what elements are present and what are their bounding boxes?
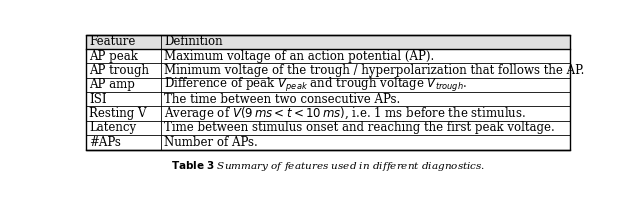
Text: $\bf{Table\ 3}$ Summary of features used in different diagnostics.: $\bf{Table\ 3}$ Summary of features used… xyxy=(171,159,485,173)
Text: Latency: Latency xyxy=(90,121,136,135)
Text: Resting V: Resting V xyxy=(90,107,147,120)
Text: #APs: #APs xyxy=(90,136,122,149)
Text: ISI: ISI xyxy=(90,93,107,106)
Text: Definition: Definition xyxy=(164,35,223,48)
Text: Maximum voltage of an action potential (AP).: Maximum voltage of an action potential (… xyxy=(164,50,435,63)
Text: Minimum voltage of the trough / hyperpolarization that follows the AP.: Minimum voltage of the trough / hyperpol… xyxy=(164,64,585,77)
Text: Difference of peak $V_{peak}$ and trough voltage $V_{trough}$.: Difference of peak $V_{peak}$ and trough… xyxy=(164,76,468,94)
Text: Feature: Feature xyxy=(90,35,136,48)
Text: AP amp: AP amp xyxy=(90,78,135,91)
Text: AP peak: AP peak xyxy=(90,50,138,63)
Text: Average of $V(9\,ms < t < 10\,ms)$, i.e. 1 ms before the stimulus.: Average of $V(9\,ms < t < 10\,ms)$, i.e.… xyxy=(164,105,527,122)
Bar xyxy=(86,35,570,149)
Text: AP trough: AP trough xyxy=(90,64,149,77)
Bar xyxy=(86,35,570,49)
Text: Time between stimulus onset and reaching the first peak voltage.: Time between stimulus onset and reaching… xyxy=(164,121,556,135)
Text: The time between two consecutive APs.: The time between two consecutive APs. xyxy=(164,93,401,106)
Text: Number of APs.: Number of APs. xyxy=(164,136,258,149)
